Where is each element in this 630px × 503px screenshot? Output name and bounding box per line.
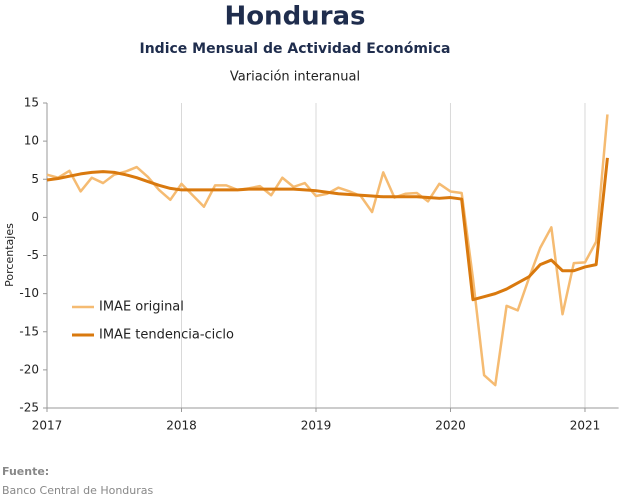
x-tick-label: 2019 [301,419,332,433]
series-line [46,157,609,302]
y-tick-label: -25 [19,401,39,415]
chart-title: Honduras [224,2,365,32]
y-tick-label: 10 [24,134,39,148]
y-tick-label: -5 [27,248,39,262]
footer-label: Fuente: [2,465,49,478]
y-tick-label: 15 [24,96,39,110]
x-tick-label: 2020 [435,419,466,433]
legend-label: IMAE original [99,300,184,315]
series-line [46,114,609,387]
x-tick-label: 2017 [32,419,63,433]
footer-source: Banco Central de Honduras [2,484,154,497]
y-tick-label: 5 [31,172,39,186]
x-tick-label: 2018 [166,419,197,433]
legend-label: IMAE tendencia-ciclo [99,328,234,343]
chart-subtitle-2: Variación interanual [230,70,360,85]
y-tick-label: -20 [19,362,39,376]
x-tick-label: 2021 [570,419,601,433]
y-tick-label: -15 [19,324,39,338]
y-tick-label: 0 [31,210,39,224]
chart-subtitle: Indice Mensual de Actividad Económica [140,41,451,57]
y-tick-label: -10 [19,286,39,300]
y-axis-label: Porcentajes [3,223,16,287]
